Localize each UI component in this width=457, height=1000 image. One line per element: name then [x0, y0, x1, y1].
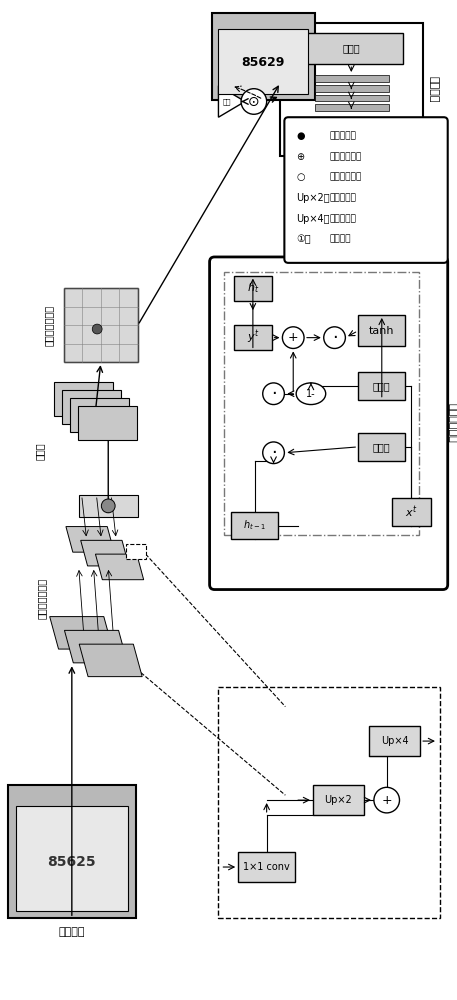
Text: 门控循环单元: 门控循环单元: [448, 403, 457, 443]
Circle shape: [92, 324, 102, 334]
Text: ○: ○: [296, 172, 305, 182]
Text: tanh: tanh: [369, 326, 394, 336]
Bar: [313, 785, 364, 815]
Text: ：像素级加法: ：像素级加法: [329, 152, 362, 161]
Text: 更新门: 更新门: [373, 381, 391, 391]
Bar: [234, 325, 271, 350]
Bar: [78, 406, 137, 440]
Circle shape: [324, 327, 345, 348]
Bar: [218, 687, 440, 918]
Text: Up×4: Up×4: [381, 736, 409, 746]
Bar: [358, 433, 405, 461]
Bar: [70, 398, 129, 432]
Bar: [392, 498, 431, 526]
Bar: [54, 382, 113, 416]
Text: ●: ●: [296, 131, 305, 141]
Text: 识别网络: 识别网络: [428, 76, 438, 102]
Polygon shape: [64, 630, 128, 663]
Text: 85625: 85625: [48, 855, 96, 869]
Polygon shape: [96, 554, 143, 580]
Text: $h_t$: $h_t$: [247, 282, 259, 295]
Ellipse shape: [296, 383, 326, 405]
Polygon shape: [50, 617, 113, 649]
Bar: [79, 495, 138, 517]
Text: 二倍上采样: 二倍上采样: [329, 193, 356, 202]
Bar: [231, 512, 278, 539]
Text: 贝塞尔对齐网络: 贝塞尔对齐网络: [44, 305, 54, 346]
Text: ：连接操作: ：连接操作: [329, 131, 356, 140]
Circle shape: [263, 383, 284, 405]
Circle shape: [241, 89, 267, 114]
Text: Up×2: Up×2: [324, 795, 352, 805]
Text: ⊕: ⊕: [296, 152, 304, 162]
Text: ·: ·: [271, 444, 276, 462]
Bar: [64, 288, 138, 362]
Text: 85629: 85629: [242, 56, 285, 69]
Text: $x^t$: $x^t$: [405, 504, 418, 520]
Bar: [369, 726, 420, 756]
Circle shape: [374, 787, 399, 813]
Text: 特征金字塔网络: 特征金字塔网络: [36, 578, 46, 619]
Bar: [358, 372, 405, 400]
Bar: [218, 29, 308, 94]
Bar: [62, 390, 121, 424]
Bar: [212, 13, 315, 100]
Bar: [315, 75, 388, 82]
Text: $y^t$: $y^t$: [247, 329, 259, 346]
Bar: [16, 806, 128, 911]
FancyBboxPatch shape: [210, 257, 448, 590]
Text: ①：: ①：: [296, 234, 311, 244]
Text: Up×4：: Up×4：: [296, 214, 329, 224]
Bar: [126, 544, 146, 559]
Bar: [315, 104, 388, 111]
Text: $h_{t-1}$: $h_{t-1}$: [244, 519, 266, 532]
Polygon shape: [81, 540, 129, 566]
Text: +: +: [382, 794, 392, 807]
Text: 输入图像: 输入图像: [58, 927, 85, 937]
Text: 1×1 conv: 1×1 conv: [243, 862, 290, 872]
Bar: [8, 785, 136, 918]
Text: ：像素级乘法: ：像素级乘法: [329, 173, 362, 182]
FancyBboxPatch shape: [284, 117, 448, 263]
Text: 信息递志: 信息递志: [329, 235, 351, 244]
Bar: [315, 85, 388, 92]
Text: 重置门: 重置门: [373, 442, 391, 452]
Bar: [281, 23, 423, 156]
Text: Up×2：: Up×2：: [296, 193, 330, 203]
Polygon shape: [66, 527, 114, 552]
Text: 注意力: 注意力: [343, 43, 361, 53]
Text: ⊙: ⊙: [248, 94, 260, 108]
Circle shape: [101, 499, 115, 513]
Text: +: +: [288, 331, 298, 344]
Bar: [224, 272, 419, 535]
Text: 门控: 门控: [223, 98, 232, 105]
Bar: [300, 33, 404, 64]
Circle shape: [282, 327, 304, 348]
Polygon shape: [79, 644, 142, 677]
Bar: [234, 276, 271, 301]
Text: 四倍上采样: 四倍上采样: [329, 214, 356, 223]
Bar: [315, 95, 388, 101]
Bar: [238, 852, 295, 882]
Circle shape: [263, 442, 284, 464]
Text: 特征图: 特征图: [34, 442, 44, 460]
Text: ·: ·: [332, 329, 337, 347]
Polygon shape: [218, 86, 245, 117]
Bar: [358, 315, 405, 346]
Text: ·: ·: [271, 385, 276, 403]
Text: 1-: 1-: [306, 389, 316, 399]
